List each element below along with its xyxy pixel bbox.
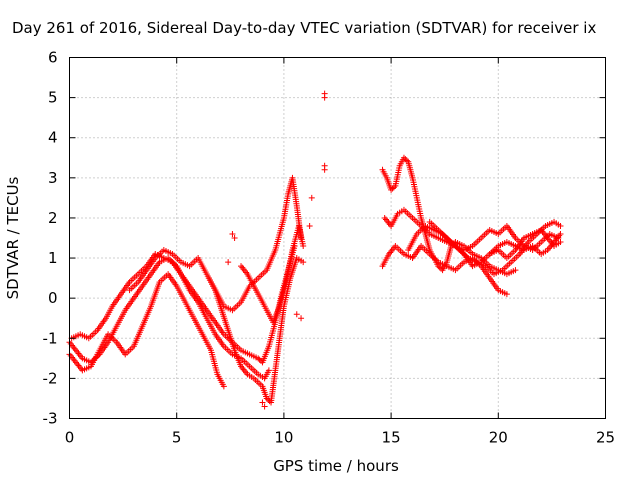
data-point (261, 403, 268, 410)
data-point (557, 222, 564, 229)
data-point (512, 267, 519, 274)
y-tick-label: 4 (48, 129, 58, 147)
y-tick-label: 2 (48, 209, 58, 227)
y-tick-label: -3 (43, 410, 58, 428)
data-point (225, 259, 232, 266)
x-tick-label: 20 (489, 429, 508, 447)
chart-title: Day 261 of 2016, Sidereal Day-to-day VTE… (12, 19, 596, 37)
series-isolated (225, 90, 328, 410)
data-point (220, 383, 227, 390)
data-point (308, 194, 315, 201)
data-point (265, 367, 272, 374)
data-point (321, 94, 328, 101)
x-tick-label: 15 (382, 429, 401, 447)
x-tick-label: 10 (274, 429, 293, 447)
data-point (259, 399, 266, 406)
data-point (400, 154, 407, 161)
grid (69, 57, 606, 419)
y-tick-label: 0 (48, 289, 58, 307)
data-point (265, 396, 272, 403)
data-point (321, 166, 328, 173)
data-point (300, 259, 307, 266)
data-point (503, 291, 510, 298)
data-point (402, 156, 409, 163)
y-tick-label: 1 (48, 249, 58, 267)
data-point (390, 184, 397, 191)
data-point (438, 265, 445, 272)
series-trace-b (66, 271, 227, 390)
x-tick-label: 25 (596, 429, 615, 447)
data-point (389, 185, 396, 192)
data-point (557, 239, 564, 246)
plot-frame (69, 57, 606, 419)
y-axis-label: SDTVAR / TECUs (4, 176, 22, 299)
y-tick-label: -2 (43, 369, 58, 387)
y-tick-label: 6 (48, 49, 58, 67)
axis-ticks: 0 5 10 15 20 25 -3 -2 -1 0 1 2 3 4 5 6 (43, 49, 616, 447)
y-tick-label: -1 (43, 329, 58, 347)
data-point (388, 186, 395, 193)
y-tick-label: 3 (48, 169, 58, 187)
data-point (298, 315, 305, 322)
series-trace-j (405, 218, 564, 278)
data-point (300, 243, 307, 250)
series-trace-l (238, 222, 307, 326)
data-point (231, 235, 238, 241)
data-point (293, 311, 300, 318)
x-axis-label: GPS time / hours (273, 457, 399, 475)
series-trace-k (486, 226, 564, 262)
y-tick-label: 5 (48, 89, 58, 107)
series-trace-e (205, 255, 307, 406)
series-trace-g (379, 154, 519, 278)
data-point (306, 222, 313, 229)
x-tick-label: 5 (172, 429, 182, 447)
data-point (256, 356, 263, 363)
data-point (255, 355, 262, 362)
data-point (403, 157, 410, 164)
data-marks (66, 90, 564, 410)
x-tick-label: 0 (65, 429, 75, 447)
data-point (435, 263, 442, 270)
data-point (557, 230, 564, 237)
data-point (229, 230, 236, 237)
data-point (436, 264, 443, 271)
